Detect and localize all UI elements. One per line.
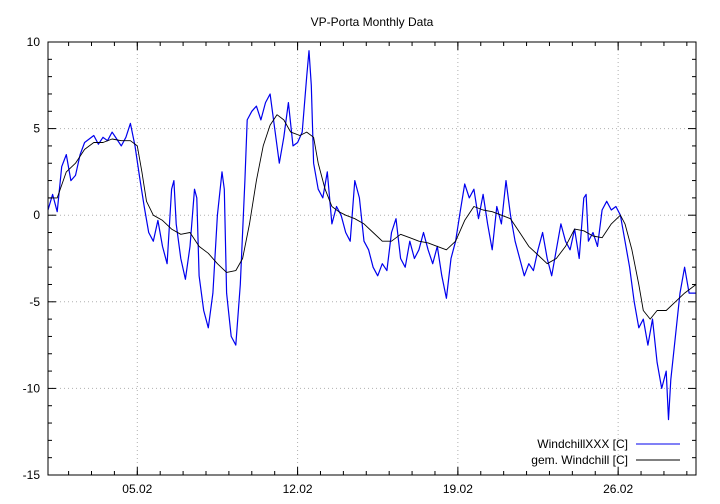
legend-label-windchillxxx: WindchillXXX [C]: [537, 437, 628, 451]
y-tick-label: 5: [33, 122, 40, 136]
series-line-gem-windchill: [48, 114, 697, 320]
y-tick-label: -10: [23, 381, 41, 395]
series-line-windchillxxx: [47, 50, 696, 421]
axis-ticks: 10 5 0 -5 -10 -15 05.02 12.02 19.02 26.02: [23, 35, 696, 496]
x-tick-label: 26.02: [603, 482, 633, 496]
x-tick-label: 19.02: [443, 482, 473, 496]
y-tick-label: -15: [23, 468, 41, 482]
chart-title: VP-Porta Monthly Data: [311, 15, 434, 29]
legend-label-gem-windchill: gem. Windchill [C]: [531, 453, 628, 467]
y-tick-label: 10: [27, 35, 41, 49]
grid-lines: [48, 42, 696, 475]
plot-frame: [47, 41, 697, 476]
series-layer: [47, 50, 697, 421]
x-tick-label: 05.02: [122, 482, 152, 496]
x-tick-label: 12.02: [283, 482, 313, 496]
y-tick-label: -5: [29, 295, 40, 309]
legend: WindchillXXX [C] gem. Windchill [C]: [531, 437, 680, 467]
y-tick-label: 0: [33, 208, 40, 222]
